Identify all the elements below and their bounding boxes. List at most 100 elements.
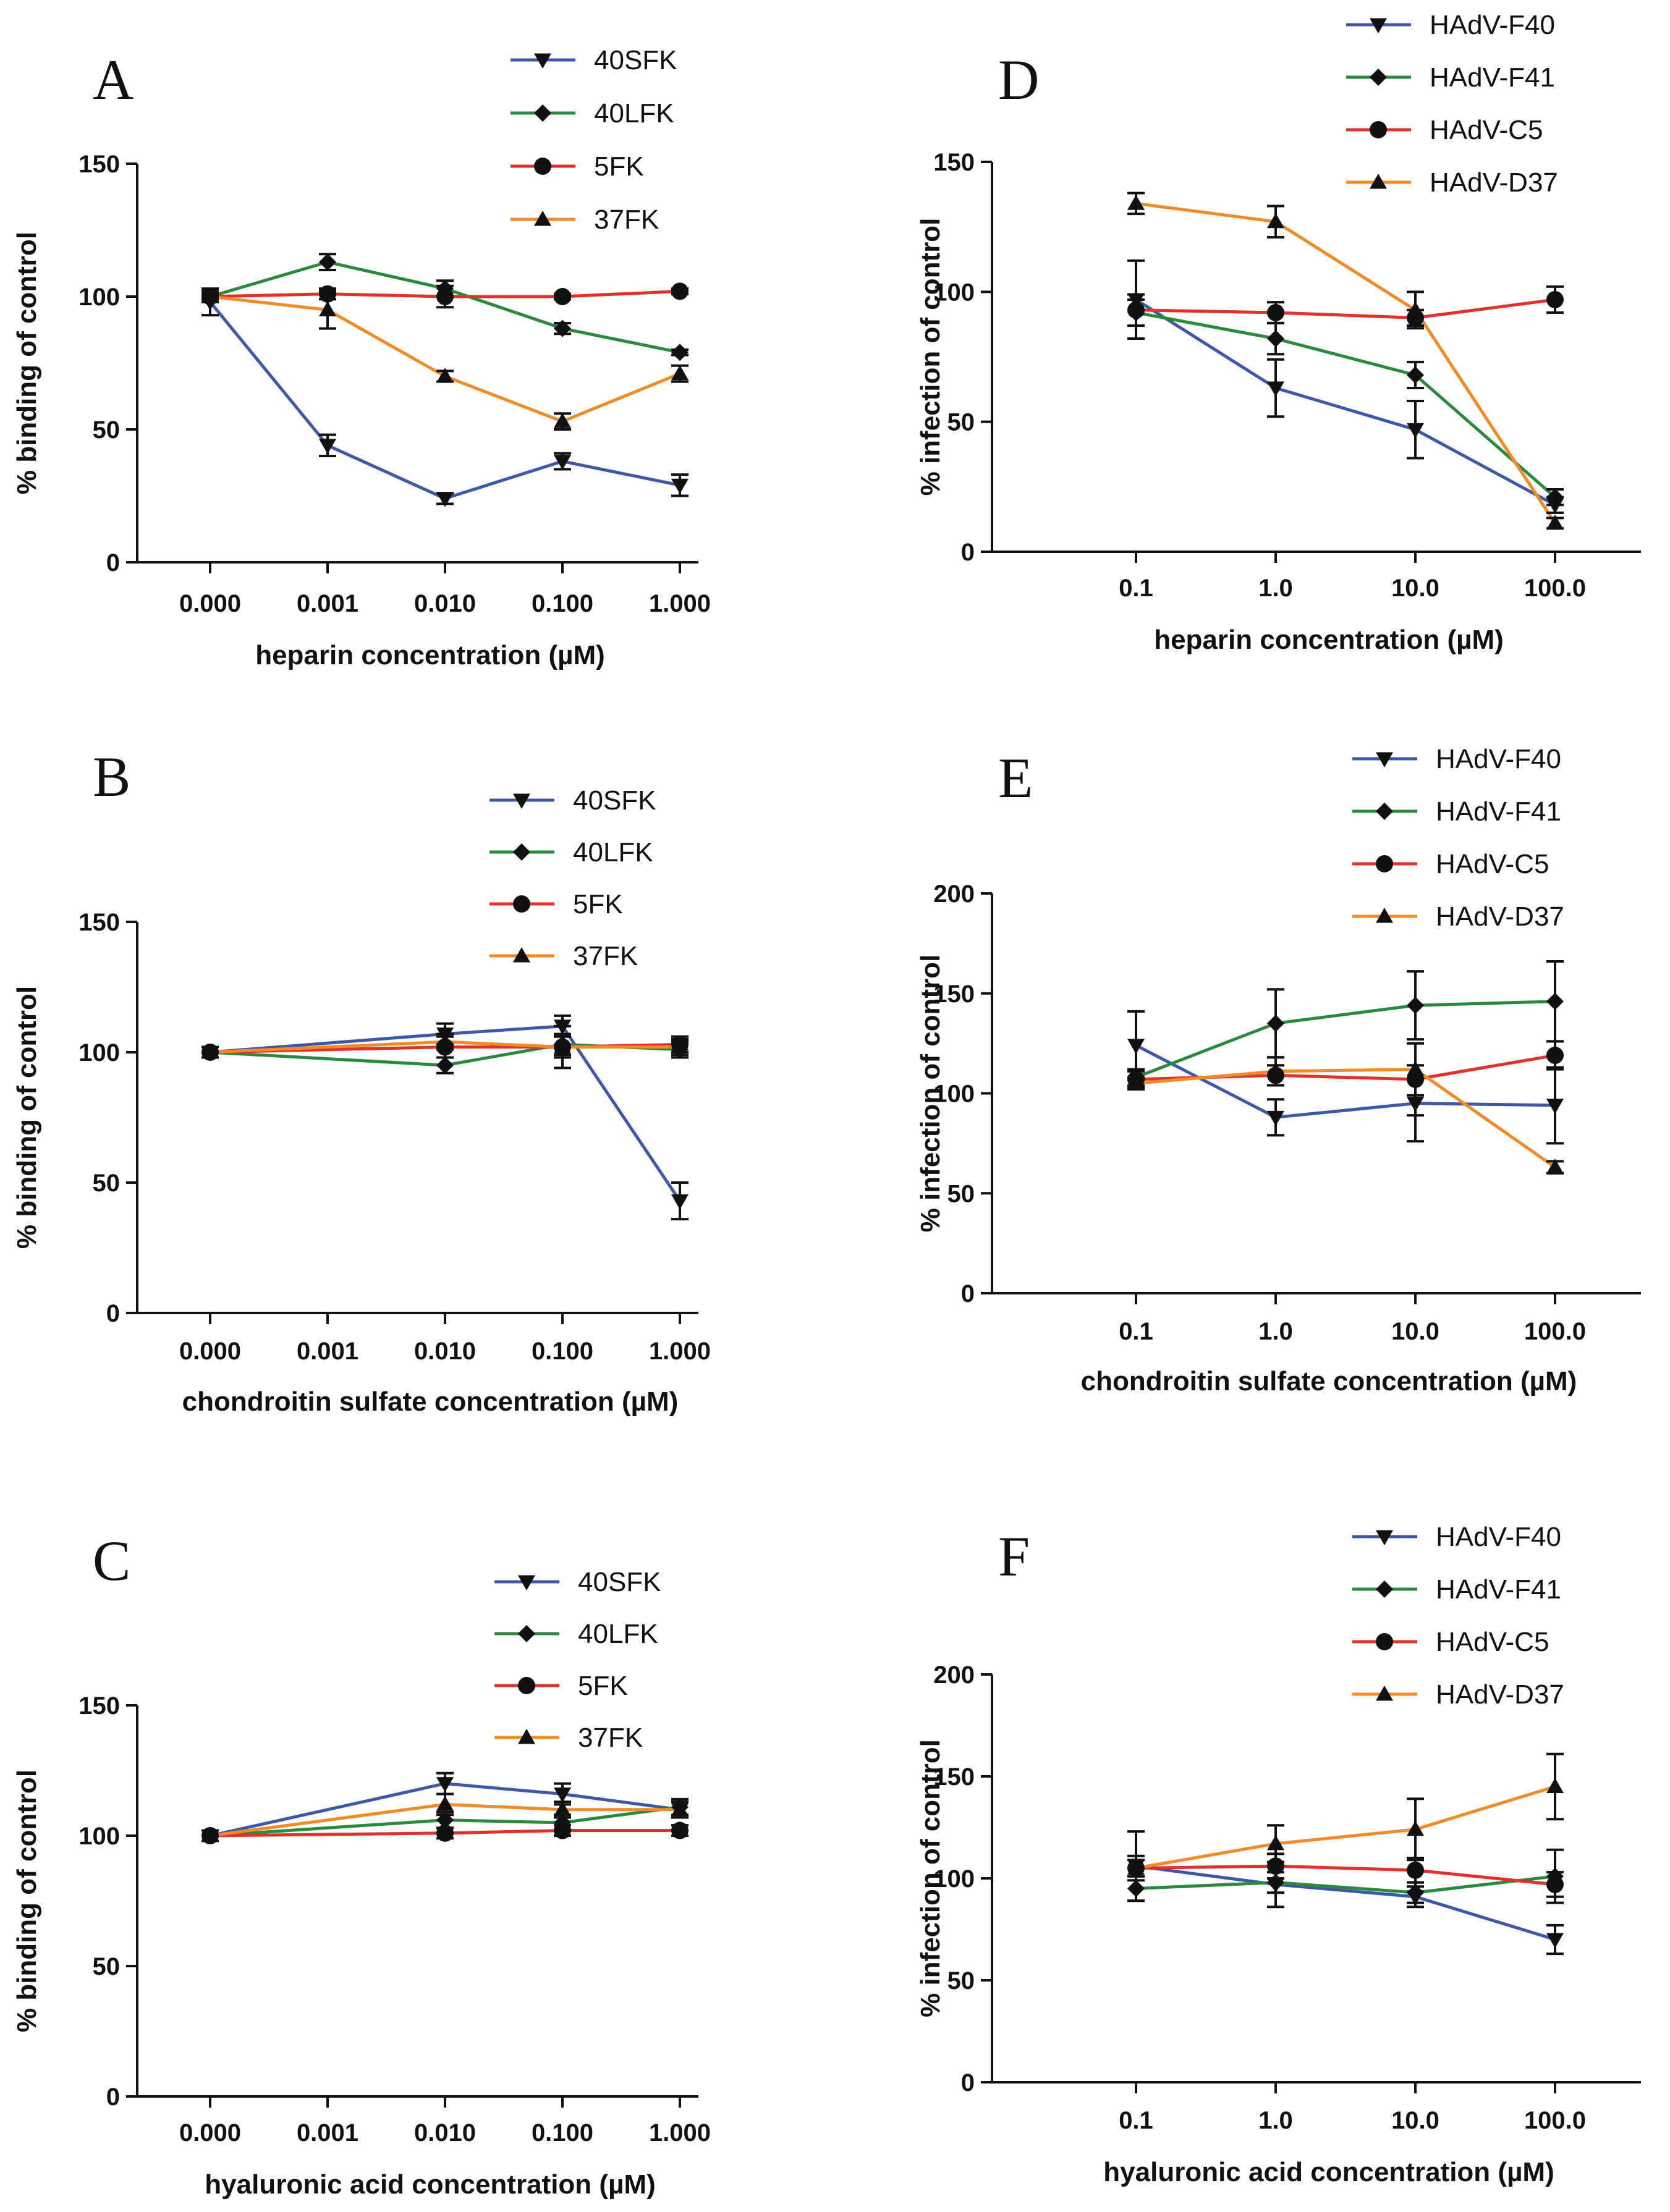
x-tick-label: 0.000 — [179, 2119, 241, 2147]
panel-letter-d: D — [998, 48, 1039, 111]
panel-f: F 0 50 100 150 200 0.1 1.0 10.0 100.0 hyaluronic a… — [915, 1522, 1641, 2187]
y-tick-label: 150 — [78, 909, 120, 936]
legend-marker — [534, 104, 551, 122]
series-line-40sfk — [210, 1782, 680, 1838]
data-point-hadv-f41 — [1267, 330, 1284, 348]
legend-marker — [518, 1625, 535, 1642]
data-point-hadv-d37 — [1407, 1820, 1424, 1836]
legend-marker — [534, 53, 551, 69]
x-axis-title: hyaluronic acid concentration (µM) — [205, 2169, 655, 2200]
y-tick-label: 100 — [78, 1823, 120, 1850]
x-tick-label: 0.100 — [532, 1338, 593, 1365]
data-point-40lfk — [671, 344, 689, 361]
legend-label: HAdV-F41 — [1436, 1574, 1561, 1605]
series-line-5fk — [210, 1829, 680, 1838]
legend-label: HAdV-F40 — [1436, 1522, 1561, 1552]
x-tick-label: 0.100 — [532, 590, 593, 617]
y-axis-title: % binding of control — [12, 1770, 42, 2032]
x-tick-label: 10.0 — [1391, 575, 1439, 602]
legend-entry-37fk: 37FK — [494, 1723, 643, 1753]
x-axis-title: chondroitin sulfate concentration (µM) — [1081, 1366, 1577, 1396]
data-point-hadv-f40 — [1546, 1099, 1564, 1114]
legend-entry-40sfk: 40SFK — [490, 785, 656, 816]
y-tick-label: 200 — [933, 880, 975, 908]
data-point-37fk — [201, 288, 219, 303]
data-point-hadv-f40 — [1267, 381, 1284, 397]
x-tick-label: 1.0 — [1258, 1318, 1293, 1345]
y-axis-title: % binding of control — [12, 232, 42, 494]
legend-marker — [518, 1677, 535, 1694]
series-line-hadv-f41 — [1135, 311, 1556, 499]
x-tick-label: 0.1 — [1119, 2107, 1153, 2134]
legend-entry-5fk: 5FK — [494, 1671, 628, 1701]
legend-entry-5fk: 5FK — [490, 889, 623, 919]
data-point-hadv-f40 — [1127, 1039, 1145, 1054]
data-point-hadv-d37 — [1127, 1074, 1145, 1090]
data-point-hadv-d37 — [1546, 1159, 1564, 1174]
data-point-hadv-c5 — [1407, 1861, 1424, 1879]
x-tick-label: 0.010 — [414, 590, 476, 617]
legend-label: 37FK — [578, 1723, 643, 1753]
series-line-hadv-d37 — [1135, 201, 1557, 525]
y-tick-label: 0 — [961, 1280, 975, 1307]
data-point-5fk — [436, 288, 454, 305]
data-point-37fk — [436, 1796, 454, 1811]
legend-marker — [513, 895, 530, 913]
legend-entry-40lfk: 40LFK — [490, 837, 653, 867]
legend-marker — [1370, 18, 1387, 33]
data-point-37fk — [671, 1038, 689, 1054]
legend-entry-hadv-f40: HAdV-F40 — [1346, 10, 1555, 40]
legend-marker — [1370, 174, 1387, 189]
legend-marker — [1376, 1633, 1393, 1650]
panel-letter-c: C — [93, 1529, 130, 1592]
data-point-40sfk — [436, 492, 454, 507]
y-tick-label: 150 — [933, 1763, 975, 1791]
series-line-hadv-f41 — [1135, 1000, 1556, 1079]
series-line-hadv-d37 — [1135, 1068, 1556, 1169]
legend-entry-37fk: 37FK — [490, 941, 638, 971]
legend-label: HAdV-F41 — [1430, 62, 1555, 93]
data-point-hadv-f41 — [1546, 992, 1564, 1010]
legend-label: HAdV-F40 — [1436, 744, 1561, 774]
legend-entry-40lfk: 40LFK — [511, 98, 674, 129]
legend-label: 37FK — [594, 205, 659, 235]
data-point-hadv-f41 — [1267, 1015, 1284, 1032]
y-tick-label: 0 — [106, 549, 120, 576]
x-tick-label: 0.000 — [179, 590, 241, 617]
legend-entry-hadv-c5: HAdV-C5 — [1346, 115, 1543, 145]
data-point-5fk — [436, 1824, 454, 1842]
legend-label: 5FK — [594, 151, 644, 182]
panel-e: E 0 50 100 150 200 0.1 1.0 10.0 100.0 chondroitin … — [915, 744, 1641, 1396]
data-point-5fk — [554, 288, 571, 305]
legend-label: 5FK — [573, 889, 623, 919]
legend-entry-40sfk: 40SFK — [494, 1567, 661, 1597]
data-point-hadv-c5 — [1546, 290, 1564, 308]
y-axis-title: % infection of control — [915, 218, 946, 496]
data-point-37fk — [554, 1800, 571, 1817]
series-line-40sfk — [209, 301, 680, 500]
y-axis-title: % binding of control — [12, 986, 42, 1249]
x-tick-label: 0.1 — [1119, 1318, 1153, 1345]
x-axis-title: heparin concentration (µM) — [1154, 625, 1504, 655]
legend-label: HAdV-F41 — [1436, 796, 1561, 827]
data-point-hadv-f41 — [1407, 997, 1424, 1015]
x-axis-title: heparin concentration (µM) — [255, 640, 605, 670]
legend-marker — [518, 1729, 535, 1744]
data-point-hadv-d37 — [1407, 1060, 1424, 1076]
data-point-hadv-f41 — [1546, 488, 1564, 506]
data-point-hadv-f41 — [1127, 1880, 1145, 1898]
legend-entry-hadv-c5: HAdV-C5 — [1352, 1627, 1549, 1657]
data-point-40lfk — [436, 1057, 454, 1074]
y-tick-label: 0 — [106, 1300, 120, 1327]
y-tick-label: 100 — [78, 284, 120, 311]
data-point-hadv-f41 — [1407, 1884, 1424, 1902]
series-line-hadv-f40 — [1135, 298, 1556, 507]
data-point-37fk — [671, 1800, 689, 1817]
y-tick-label: 0 — [961, 539, 975, 566]
panel-letter-a: A — [93, 48, 134, 111]
legend-entry-hadv-d37: HAdV-D37 — [1352, 901, 1564, 932]
legend-label: 40LFK — [573, 837, 653, 867]
legend-entry-hadv-f41: HAdV-F41 — [1352, 1574, 1561, 1605]
y-axis-title: % infection of control — [915, 1739, 946, 2017]
legend-marker — [1376, 908, 1393, 923]
